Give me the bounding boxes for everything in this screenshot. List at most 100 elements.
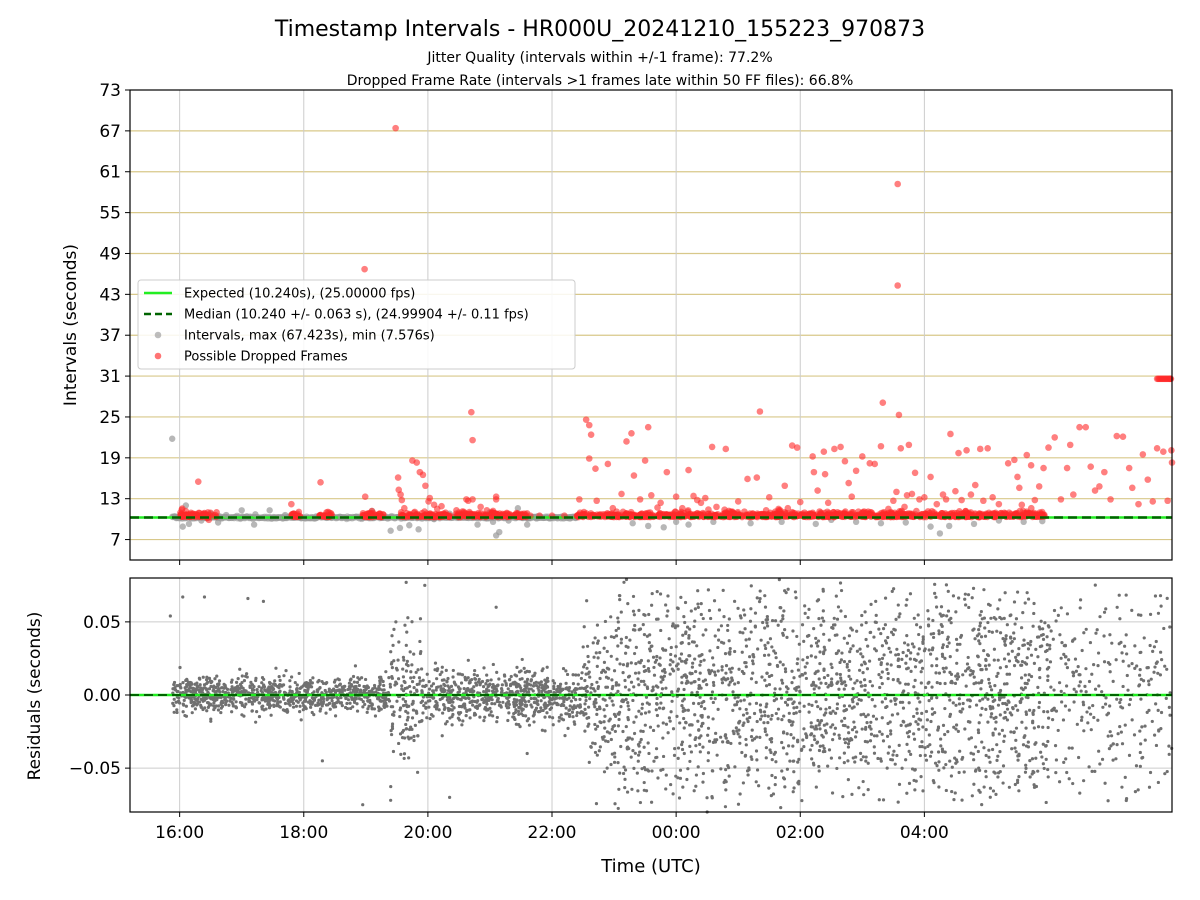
residual-point	[651, 728, 656, 733]
residual-point	[529, 679, 533, 683]
residual-point	[440, 665, 444, 669]
residual-point	[477, 703, 482, 707]
residual-point	[814, 636, 818, 640]
chart-subtitle-jitter: Jitter Quality (intervals within +/-1 fr…	[426, 50, 772, 66]
residual-point	[583, 707, 587, 711]
dropped-point-74	[669, 510, 677, 517]
residual-point	[495, 720, 499, 724]
residual-point	[236, 677, 240, 681]
residual-point	[694, 669, 698, 674]
residual-point	[278, 705, 282, 709]
residual-point	[764, 646, 768, 651]
residual-point	[373, 714, 378, 718]
residual-point	[840, 682, 844, 686]
residual-point	[291, 705, 296, 709]
residual-point	[361, 705, 365, 709]
residual-point	[1029, 674, 1034, 679]
residual-point	[363, 702, 367, 707]
residual-point	[859, 713, 863, 717]
residual-point	[433, 705, 437, 709]
residual-point	[931, 635, 936, 640]
dropped-band-point	[985, 509, 993, 517]
residual-point	[476, 699, 480, 703]
residual-point	[840, 719, 844, 723]
residual-point	[452, 696, 456, 700]
residual-point	[668, 663, 672, 667]
residual-point	[598, 720, 602, 724]
dropped-point-153	[1027, 462, 1035, 469]
residual-point	[956, 675, 961, 679]
residual-point	[506, 700, 510, 704]
dropped-point-22	[401, 504, 408, 512]
dropped-point-36	[453, 506, 460, 514]
residual-point	[984, 753, 988, 758]
residual-point	[570, 710, 575, 714]
residual-point	[1009, 636, 1013, 640]
residual-point	[404, 727, 409, 731]
residual-point	[222, 695, 227, 699]
residual-point	[310, 681, 314, 685]
residual-point	[205, 688, 209, 692]
residual-point	[244, 697, 248, 701]
residual-point	[473, 711, 477, 715]
residual-point	[473, 699, 477, 704]
residual-point	[409, 690, 413, 694]
dropped-point-129	[916, 496, 923, 503]
dropped-point-40	[468, 408, 475, 416]
residual-point	[491, 714, 495, 718]
residual-point	[355, 702, 359, 706]
dropped-point-161	[1066, 441, 1074, 449]
dropped-band-point	[835, 510, 843, 517]
residual-point	[990, 747, 995, 752]
residual-point	[763, 594, 767, 598]
dropped-point-160	[1063, 464, 1071, 472]
residual-point	[340, 704, 344, 708]
residual-point	[221, 689, 225, 694]
residual-point	[983, 664, 988, 668]
residual-point	[525, 682, 529, 686]
residual-point	[984, 775, 988, 779]
residual-point	[255, 710, 259, 714]
residual-point	[523, 670, 527, 674]
residual-point	[641, 729, 645, 734]
residual-point	[425, 672, 429, 676]
residual-point	[444, 668, 448, 672]
dropped-point-136	[952, 487, 959, 495]
residual-point	[843, 708, 847, 713]
residual-point	[596, 685, 601, 689]
residual-point	[333, 705, 338, 709]
interval-point-10	[250, 521, 258, 528]
residual-point	[697, 686, 701, 690]
residual-point	[235, 687, 240, 691]
residual-point	[412, 652, 416, 656]
residual-point	[466, 676, 470, 680]
residual-point	[909, 669, 913, 673]
residual-point	[642, 679, 646, 683]
residual-point	[201, 675, 205, 679]
residual-point	[552, 687, 556, 691]
residual-point	[531, 714, 535, 718]
residual-point	[262, 708, 266, 712]
residual-point	[698, 742, 702, 747]
residual-point	[407, 756, 411, 760]
residual-point	[683, 659, 687, 664]
residual-point	[452, 680, 456, 684]
residual-point	[514, 722, 518, 726]
residual-point	[628, 638, 632, 642]
residual-point	[1006, 652, 1011, 656]
residual-point	[781, 663, 785, 667]
residual-point	[702, 658, 706, 662]
residual-point	[410, 620, 414, 624]
residual-point	[801, 673, 805, 677]
dropped-point-54	[576, 496, 583, 503]
interval-point-31	[523, 521, 531, 528]
residual-point	[421, 711, 425, 715]
residual-point	[342, 684, 346, 689]
residual-point	[440, 734, 444, 738]
dropped-point-169	[1107, 496, 1114, 503]
residual-point	[389, 705, 393, 709]
residual-point	[435, 685, 439, 690]
residual-point	[495, 689, 499, 693]
residual-point	[1003, 591, 1007, 595]
residual-point	[227, 703, 231, 707]
